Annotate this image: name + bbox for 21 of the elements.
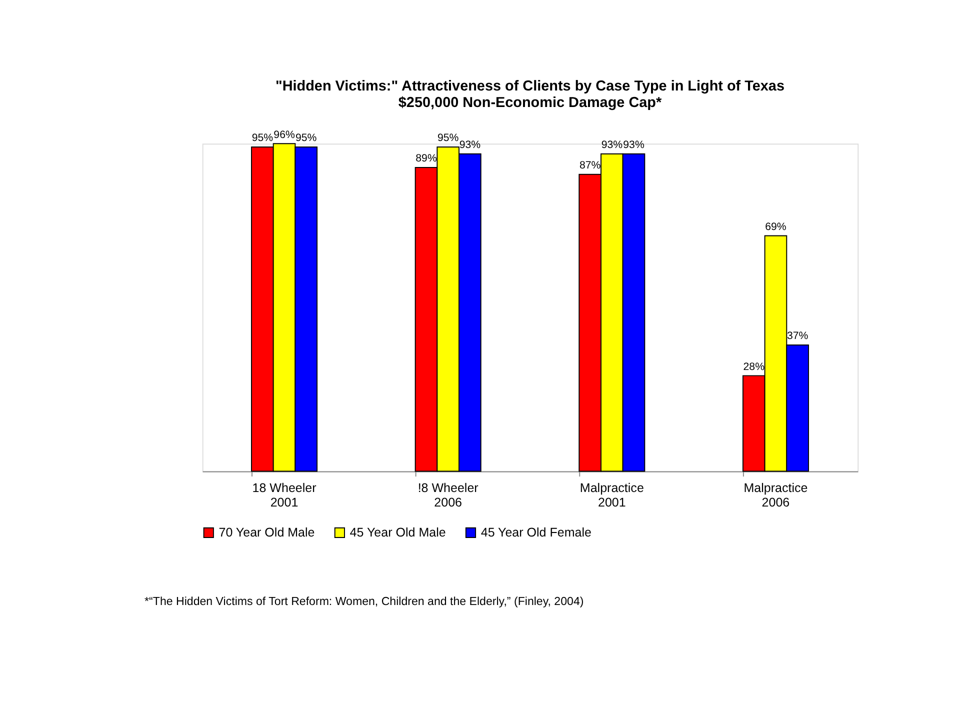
data-label: 37% [786,330,809,342]
data-label: 93% [459,139,482,152]
x-tick-label: 18 Wheeler 2001 [252,480,316,510]
data-label: 95% [296,132,318,144]
chart-title: "Hidden Victims:" Attractiveness of Clients by Case Type in Light of Texas $250,000 Non-Economic Damage Cap* [276,78,784,111]
data-label: 69% [765,220,787,233]
x-tick-label: Malpractice 2006 [744,480,808,510]
x-tick-label: !8 Wheeler 2006 [418,480,478,510]
legend-label: 70 Year Old Male [218,526,315,540]
data-label: 95% [252,132,274,144]
data-label: 87% [579,160,602,172]
legend-label: 45 Year Old Male [350,526,446,540]
data-label: 96% [274,128,296,141]
data-label: 95% [437,132,460,144]
legend-label: 45 Year Old Female [480,526,592,540]
x-tick-label: Malpractice 2001 [580,480,644,510]
data-label: 93% [601,139,624,152]
data-label: 28% [743,360,766,373]
data-label: 89% [416,152,438,165]
data-label: 93% [623,139,645,152]
text: *“The Hidden Victims of Tort Reform: Women, Children and the Elderly,” (Finley, 2004) [144,596,584,608]
